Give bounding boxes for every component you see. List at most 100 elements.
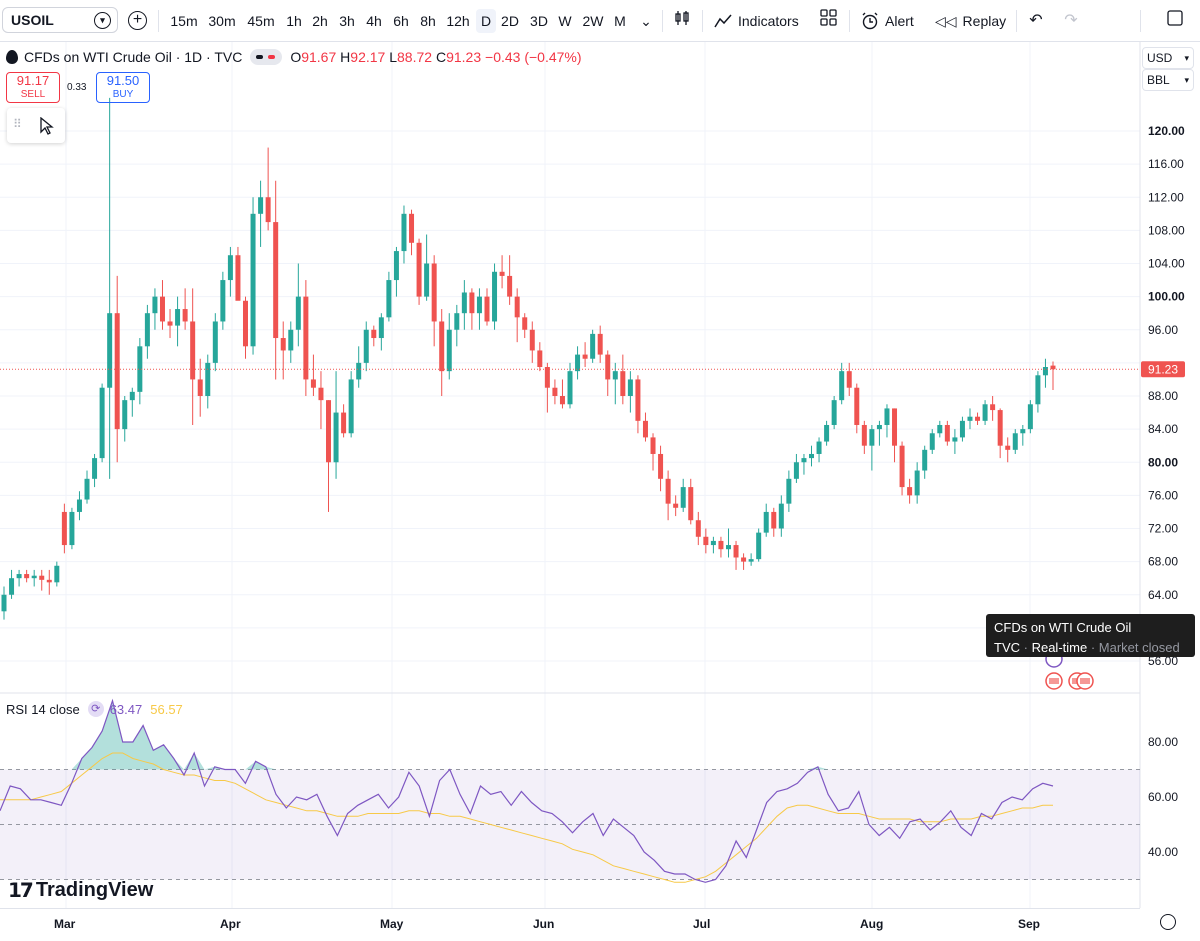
timezone-settings-icon[interactable]: [1160, 914, 1176, 930]
unit-selector[interactable]: BBL ▾: [1142, 69, 1194, 91]
drag-handle-icon[interactable]: ⠿: [13, 117, 22, 131]
symbol-info-icon[interactable]: ▾: [94, 12, 111, 29]
toolbar-divider: [1016, 10, 1017, 32]
candle-body: [288, 329, 294, 351]
candle-body: [280, 338, 286, 351]
cursor-arrow-icon[interactable]: [40, 117, 54, 135]
chart-type-candles-icon[interactable]: [672, 9, 692, 33]
candle-body: [846, 371, 852, 388]
candle-body: [499, 271, 505, 276]
low-value: 88.72: [397, 49, 433, 65]
candle-body: [635, 379, 641, 421]
candle-body: [627, 379, 633, 396]
close-label: C: [435, 49, 447, 65]
rsi-line: [0, 698, 1054, 883]
candle-body: [220, 280, 226, 322]
redo-icon[interactable]: ↷: [1064, 12, 1078, 29]
layout-grid-icon[interactable]: [818, 9, 838, 33]
candle-body: [76, 499, 82, 512]
candle-body: [84, 478, 90, 500]
symbol-search[interactable]: USOIL ▾: [2, 7, 118, 33]
rsi-value: 63.47: [109, 701, 143, 717]
visibility-toggle[interactable]: [250, 49, 283, 65]
candle-body: [552, 387, 558, 396]
alert-clock-icon: [862, 12, 878, 30]
interval-8h[interactable]: 8h: [420, 13, 436, 29]
candle-body: [801, 458, 807, 463]
indicators-icon: [714, 14, 732, 28]
candle-body: [597, 333, 603, 355]
candle-body: [242, 300, 248, 347]
alert-button[interactable]: Alert: [861, 9, 921, 33]
interval-6h[interactable]: 6h: [393, 13, 409, 29]
undo-icon[interactable]: ↶: [1029, 12, 1043, 29]
candle-body: [273, 222, 279, 339]
candle-body: [439, 321, 445, 372]
price-tick-label: 56.00: [1148, 654, 1178, 668]
account-icon[interactable]: [1166, 9, 1184, 33]
drawing-toolbar: ⠿: [7, 108, 65, 143]
interval-4h[interactable]: 4h: [366, 13, 382, 29]
compare-add-icon[interactable]: +: [128, 11, 147, 30]
toolbar-divider: [849, 10, 850, 32]
interval-12h[interactable]: 12h: [446, 13, 470, 29]
replay-button[interactable]: ◁◁ Replay: [935, 9, 1006, 33]
interval-m[interactable]: M: [614, 13, 626, 29]
buy-button[interactable]: 91.50 BUY: [96, 72, 150, 103]
candle-body: [756, 532, 762, 560]
tooltip-source: TVC: [994, 640, 1020, 655]
currency-selector[interactable]: USD ▾: [1142, 47, 1194, 69]
candle-body: [484, 296, 490, 322]
candle-body: [876, 424, 882, 430]
price-tick-label: 116.00: [1148, 157, 1184, 171]
candle-body: [929, 433, 935, 450]
candle-body: [39, 575, 45, 580]
series-title[interactable]: CFDs on WTI Crude Oil · 1D · TVC: [24, 49, 243, 65]
alert-label: Alert: [885, 13, 914, 29]
time-axis[interactable]: Mar Apr May Jun Jul Aug Sep: [0, 908, 1140, 941]
time-label: Jun: [533, 917, 555, 931]
interval-1h[interactable]: 1h: [286, 13, 302, 29]
interval-w[interactable]: W: [558, 13, 572, 29]
interval-15m[interactable]: 15m: [170, 13, 198, 29]
interval-d[interactable]: D: [476, 9, 496, 33]
interval-2h[interactable]: 2h: [312, 13, 328, 29]
candle-body: [590, 333, 596, 359]
candle-body: [318, 387, 324, 401]
interval-2w[interactable]: 2W: [582, 13, 604, 29]
symbol-tooltip: CFDs on WTI Crude Oil TVC · Real-time · …: [986, 614, 1195, 657]
candle-body: [431, 263, 437, 322]
current-price-label: 91.23: [1148, 362, 1178, 376]
oil-drop-icon: [6, 50, 18, 64]
time-label: Jul: [693, 917, 711, 931]
sell-button[interactable]: 91.17 SELL: [6, 72, 60, 103]
candle-body: [869, 429, 875, 446]
candle-body: [575, 354, 581, 372]
candle-body: [884, 408, 890, 425]
interval-45m[interactable]: 45m: [247, 13, 275, 29]
rsi-label[interactable]: RSI 14 close: [6, 701, 80, 717]
rsi-refresh-icon[interactable]: ⟳: [87, 701, 104, 717]
candle-body: [507, 275, 513, 297]
tv-logo-icon: 𝟭𝟳: [8, 880, 34, 902]
indicators-button[interactable]: Indicators: [714, 9, 804, 33]
candle-body: [559, 396, 565, 405]
candle-body: [778, 503, 784, 529]
sell-price: 91.17: [16, 73, 50, 88]
us-flag-event-icon: [1049, 678, 1059, 684]
tradingview-logo[interactable]: 𝟭𝟳 TradingView: [8, 878, 153, 903]
candle-body: [824, 424, 830, 442]
interval-30m[interactable]: 30m: [208, 13, 236, 29]
interval-3d[interactable]: 3D: [530, 13, 548, 29]
candle-body: [348, 379, 354, 434]
candle-body: [212, 321, 218, 363]
candle-body: [982, 404, 988, 421]
interval-3h[interactable]: 3h: [339, 13, 355, 29]
price-tick-label: 96.00: [1148, 323, 1178, 337]
interval-2d[interactable]: 2D: [501, 13, 519, 29]
candle-body: [816, 441, 822, 454]
chart-canvas[interactable]: 91.23 120.00 116.00 112.00 108.00 104.00 100.0…: [0, 42, 1200, 908]
candle-body: [1, 594, 7, 612]
interval-dropdown-chevron-icon[interactable]: ⌄: [640, 13, 652, 29]
